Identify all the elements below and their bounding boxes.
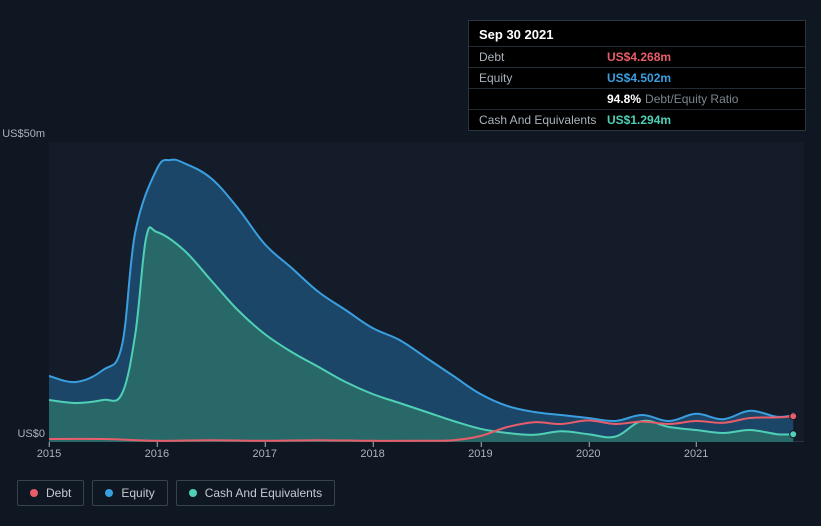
legend-item-equity[interactable]: Equity [92,480,167,506]
x-axis-label-text: 2015 [37,448,61,460]
legend-item-label: Debt [46,486,71,500]
legend-dot-icon [105,489,113,497]
x-axis-label-text: 2017 [252,448,276,460]
x-axis-label: 2017 [252,448,276,460]
end-marker [790,413,797,420]
x-tick-mark [373,442,374,447]
x-axis: 2015201620172018201920202021 [49,448,804,466]
legend-dot-icon [189,489,197,497]
tooltip-row: 94.8% Debt/Equity Ratio [469,88,805,109]
tooltip-date: Sep 30 2021 [469,21,805,46]
x-axis-label: 2015 [37,448,61,460]
legend: Debt Equity Cash And Equivalents [17,480,335,506]
chart-root: Sep 30 2021 DebtUS$4.268mEquityUS$4.502m… [0,0,821,526]
y-axis-label: US$50m [0,128,45,140]
x-axis-label-text: 2021 [684,448,708,460]
x-axis-label-text: 2018 [360,448,384,460]
x-tick-mark [588,442,589,447]
x-tick-mark [157,442,158,447]
x-tick-mark [696,442,697,447]
tooltip-row: DebtUS$4.268m [469,46,805,67]
chart-area: US$50mUS$0 2015201620172018201920202021 [17,120,804,460]
x-tick-mark [480,442,481,447]
legend-item-debt[interactable]: Debt [17,480,84,506]
x-axis-label-text: 2016 [145,448,169,460]
legend-item-label: Equity [121,486,154,500]
x-axis-label: 2016 [145,448,169,460]
tooltip-row-value: 94.8% [607,92,641,106]
x-axis-label: 2021 [684,448,708,460]
plot-area[interactable] [49,142,804,442]
end-marker [790,431,797,438]
x-axis-label: 2018 [360,448,384,460]
tooltip-row-label: Equity [479,71,607,85]
tooltip-row: EquityUS$4.502m [469,67,805,88]
x-axis-label: 2020 [576,448,600,460]
x-tick-mark [265,442,266,447]
plot-svg [49,142,804,442]
legend-item-label: Cash And Equivalents [205,486,322,500]
tooltip-box: Sep 30 2021 DebtUS$4.268mEquityUS$4.502m… [468,20,806,131]
tooltip-row-label: Debt [479,50,607,64]
x-axis-label: 2019 [468,448,492,460]
x-tick-mark [49,442,50,447]
x-axis-label-text: 2019 [468,448,492,460]
tooltip-row-value: US$4.502m [607,71,671,85]
legend-item-cash-and-equivalents[interactable]: Cash And Equivalents [176,480,335,506]
legend-dot-icon [30,489,38,497]
x-axis-label-text: 2020 [576,448,600,460]
tooltip-row-suffix: Debt/Equity Ratio [645,92,738,106]
tooltip-row-value: US$4.268m [607,50,671,64]
y-axis-label: US$0 [0,428,45,440]
